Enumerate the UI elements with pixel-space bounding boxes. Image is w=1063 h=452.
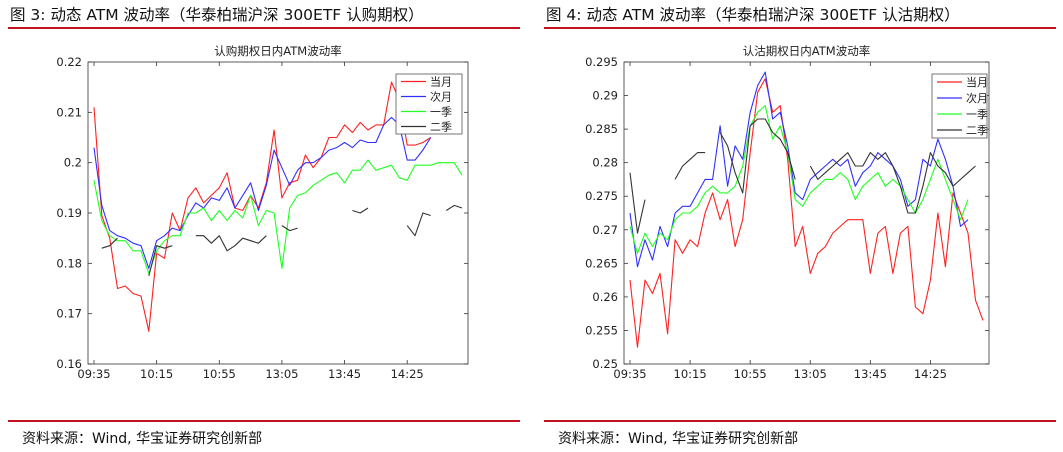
series-line-segment [93,159,463,274]
x-tick-label: 13:45 [328,367,361,381]
figure-title: 图 4: 动态 ATM 波动率（华泰柏瑞沪深 300ETF 认沽期权） [546,6,960,24]
figure-title: 图 3: 动态 ATM 波动率（华泰柏瑞沪深 300ETF 认购期权） [10,6,424,24]
x-tick-label: 09:35 [77,367,110,381]
series-4 [101,204,463,277]
legend-label: 二季 [966,124,988,137]
series-3 [629,105,969,254]
series-line-segment [406,212,431,237]
source-note: 资料来源：Wind, 华宝证券研究创新部 [22,431,263,447]
y-tick-label: 0.265 [585,256,618,270]
series-line-segment [93,81,431,332]
y-tick-label: 0.28 [592,156,618,170]
y-tick-label: 0.255 [585,323,618,337]
series-line-segment [629,71,969,268]
series-4 [629,118,976,234]
x-tick-label: 14:25 [914,367,947,381]
y-tick-label: 0.2 [64,156,82,170]
series-line-segment [719,118,796,194]
series-line-segment [195,235,267,252]
legend-label: 二季 [430,121,452,134]
series-line-segment [93,116,432,269]
title-rule [8,27,520,29]
legend-label: 当月 [966,75,988,89]
series-line-segment [674,152,706,180]
y-tick-label: 0.275 [585,189,618,203]
series-1 [93,81,431,332]
y-tick-label: 0.22 [56,55,82,69]
y-tick-label: 0.25 [592,357,618,371]
y-tick-label: 0.29 [592,89,618,103]
x-tick-label: 10:15 [674,367,707,381]
title-rule [544,27,1056,29]
legend-label: 次月 [430,90,452,104]
series-3 [93,159,463,274]
series-2 [629,71,969,268]
x-tick-label: 10:55 [734,367,767,381]
y-tick-label: 0.17 [56,307,82,321]
series-line-segment [809,152,976,214]
y-tick-label: 0.19 [56,206,82,220]
legend-label: 当月 [430,75,452,89]
source-rule [8,420,520,422]
legend-box [395,73,463,135]
series-line-segment [446,204,463,211]
series-line-segment [629,105,969,254]
x-tick-label: 13:05 [794,367,827,381]
y-tick-label: 0.18 [56,256,82,270]
y-tick-label: 0.26 [592,290,618,304]
figure-panel-call: 图 3: 动态 ATM 波动率（华泰柏瑞沪深 300ETF 认购期权） 认购期权… [8,0,528,452]
source-rule [544,420,1056,422]
series-line-segment [629,78,984,348]
series-1 [629,78,984,348]
y-tick-label: 0.21 [56,105,82,119]
x-tick-label: 14:25 [391,367,424,381]
series-line-segment [281,225,298,232]
series-line-segment [101,237,118,249]
legend-box [931,73,988,139]
x-tick-label: 13:45 [854,367,887,381]
series-line-segment [148,245,173,277]
put-volatility-chart: 认沽期权日内ATM波动率 0.25 0.255 0.26 0.265 0.27 0.275 0… [585,44,990,381]
source-note: 资料来源：Wind, 华宝证券研究创新部 [558,431,799,447]
legend-label: 一季 [430,106,452,119]
y-tick-label: 0.27 [592,223,618,237]
series-line-segment [629,172,646,234]
legend-label: 一季 [966,108,988,121]
x-tick-label: 13:05 [265,367,298,381]
call-volatility-chart: 认购期权日内ATM波动率 0.16 0.17 0.18 0.19 0.2 0.21 0.22 0… [56,44,469,381]
y-tick-label: 0.295 [585,55,618,69]
legend-label: 次月 [966,91,988,105]
chart-title: 认沽期权日内ATM波动率 [743,44,870,58]
x-tick-label: 09:35 [613,367,646,381]
y-tick-label: 0.285 [585,122,618,136]
figure-panel-put: 图 4: 动态 ATM 波动率（华泰柏瑞沪深 300ETF 认沽期权） 认沽期权… [544,0,1063,452]
x-tick-label: 10:55 [203,367,236,381]
series-line-segment [352,207,369,214]
y-tick-label: 0.16 [56,357,82,371]
plot-area [623,61,990,365]
series-2 [93,116,432,269]
chart-title: 认购期权日内ATM波动率 [214,44,341,58]
x-tick-label: 10:15 [140,367,173,381]
